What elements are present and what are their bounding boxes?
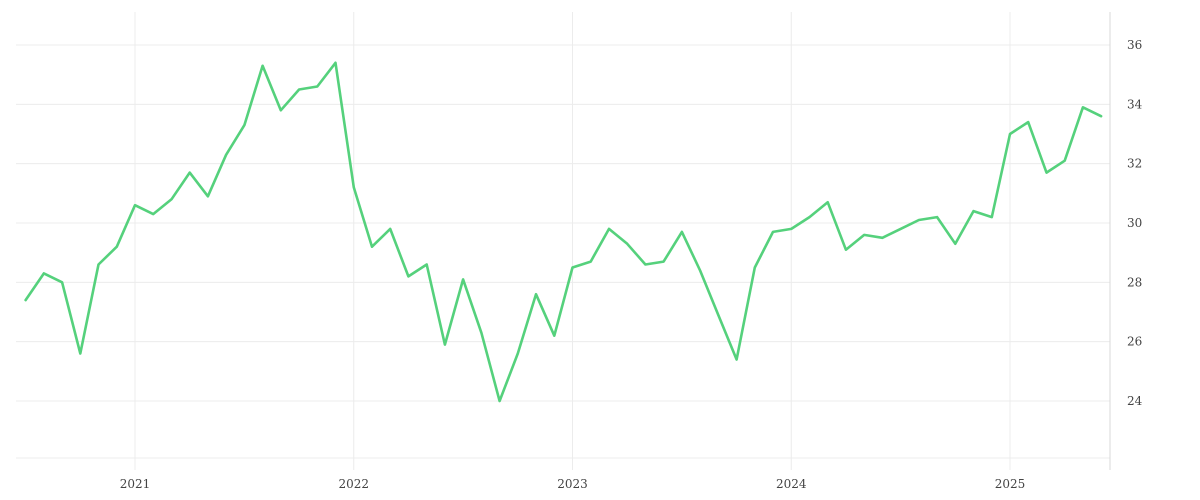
gridlines	[16, 12, 1110, 470]
series-line	[24, 61, 1103, 403]
y-tick-label: 30	[1127, 216, 1142, 230]
x-tick-label: 2021	[120, 477, 151, 491]
x-tick-label: 2025	[995, 477, 1026, 491]
x-tick-label: 2023	[557, 477, 588, 491]
series-group	[24, 61, 1103, 403]
y-tick-label: 24	[1127, 394, 1143, 408]
y-tick-label: 34	[1127, 97, 1143, 111]
y-tick-label: 32	[1127, 157, 1142, 171]
y-axis-ticks: 24 26 28 30 32 34 36	[1127, 38, 1143, 408]
y-tick-label: 28	[1127, 275, 1142, 289]
y-tick-label: 36	[1127, 38, 1142, 52]
y-tick-label: 26	[1127, 335, 1142, 349]
x-axis-ticks: 2021 2022 2023 2024 2025	[120, 477, 1026, 491]
x-tick-label: 2022	[338, 477, 369, 491]
x-tick-label: 2024	[776, 477, 807, 491]
